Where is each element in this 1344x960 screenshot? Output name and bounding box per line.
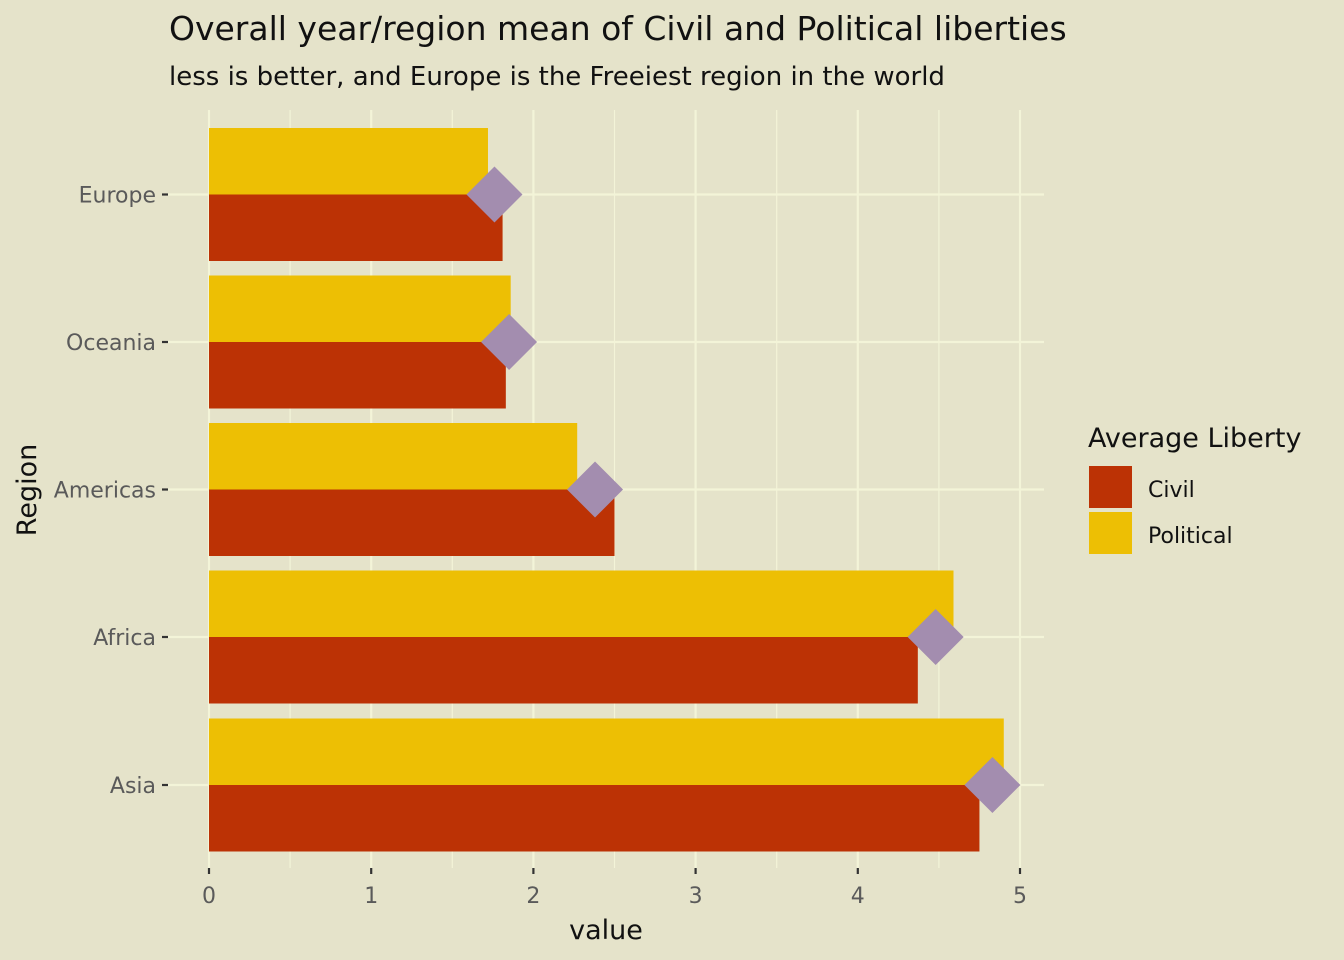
x-tick-label-3: 3: [689, 884, 703, 909]
bar-civil-europe: [209, 194, 503, 261]
y-tick-label-asia: Asia: [110, 774, 156, 799]
bar-civil-oceania: [209, 342, 506, 409]
legend-title: Average Liberty: [1088, 423, 1301, 454]
bar-political-americas: [209, 423, 578, 490]
legend: Average Liberty Civil Political: [1088, 423, 1301, 554]
legend-label-political: Political: [1148, 524, 1233, 549]
mean-diamond-africa: [907, 609, 964, 665]
legend-swatch-political: [1089, 512, 1132, 554]
x-tick-label-0: 0: [202, 884, 216, 909]
mean-diamond-europe: [466, 166, 523, 223]
chart-title: Overall year/region mean of Civil and Po…: [169, 9, 1067, 48]
mean-points: [466, 166, 1021, 813]
legend-label-civil: Civil: [1148, 478, 1195, 503]
x-tick-label-1: 1: [364, 884, 378, 909]
bar-political-asia: [209, 718, 1004, 785]
legend-swatch-civil: [1089, 466, 1132, 508]
y-tick-label-oceania: Oceania: [66, 331, 156, 356]
x-tick-label-2: 2: [526, 884, 540, 909]
y-tick-label-americas: Americas: [54, 479, 156, 504]
x-tick-label-4: 4: [851, 884, 865, 909]
x-axis-title: value: [569, 915, 643, 946]
bar-civil-americas: [209, 489, 615, 556]
y-tick-label-africa: Africa: [93, 626, 156, 651]
mean-diamond-americas: [567, 461, 624, 518]
y-axis-title: Region: [12, 444, 43, 536]
y-tick-label-europe: Europe: [79, 184, 156, 209]
bars: [209, 128, 1004, 852]
axes: Europe Oceania Americas Africa Asia 0 1 2 3 4 5: [54, 184, 1027, 910]
bar-civil-asia: [209, 785, 980, 852]
bar-civil-africa: [209, 637, 918, 704]
x-tick-label-5: 5: [1013, 884, 1027, 909]
bar-political-africa: [209, 570, 954, 637]
chart-subtitle: less is better, and Europe is the Freeie…: [169, 62, 945, 92]
mean-diamond-oceania: [481, 314, 538, 370]
bar-political-europe: [209, 128, 488, 195]
mean-diamond-asia: [964, 757, 1021, 813]
bar-political-oceania: [209, 275, 511, 342]
